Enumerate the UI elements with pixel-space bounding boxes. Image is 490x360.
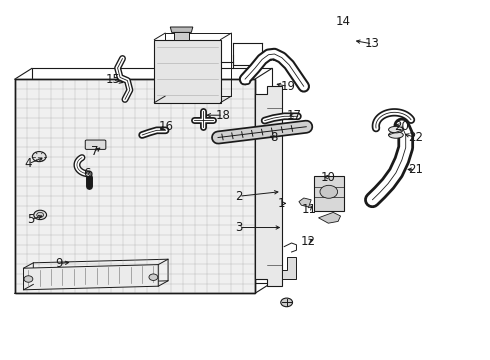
Polygon shape <box>24 265 158 290</box>
Text: 5: 5 <box>26 213 34 226</box>
Text: 20: 20 <box>394 120 409 132</box>
Ellipse shape <box>389 132 403 138</box>
Text: 14: 14 <box>336 15 350 28</box>
Ellipse shape <box>389 126 403 133</box>
Circle shape <box>32 152 46 162</box>
Polygon shape <box>314 176 344 211</box>
Text: 17: 17 <box>287 109 301 122</box>
Text: 12: 12 <box>300 235 315 248</box>
Text: 3: 3 <box>235 221 243 234</box>
Text: 2: 2 <box>235 190 243 203</box>
Polygon shape <box>15 79 255 293</box>
Circle shape <box>24 276 33 282</box>
Circle shape <box>320 185 338 198</box>
Text: 19: 19 <box>281 80 295 93</box>
Text: 22: 22 <box>408 131 423 144</box>
Text: 11: 11 <box>301 203 316 216</box>
Text: 7: 7 <box>91 145 98 158</box>
Polygon shape <box>174 32 189 40</box>
Text: 9: 9 <box>55 257 63 270</box>
Circle shape <box>34 210 47 220</box>
Text: 13: 13 <box>365 37 380 50</box>
Polygon shape <box>255 86 282 286</box>
Text: 10: 10 <box>321 171 336 184</box>
Text: 21: 21 <box>408 163 423 176</box>
Text: 8: 8 <box>270 131 278 144</box>
Text: 15: 15 <box>105 73 120 86</box>
Text: 1: 1 <box>278 197 286 210</box>
FancyBboxPatch shape <box>85 140 106 149</box>
Polygon shape <box>318 212 341 223</box>
Text: 18: 18 <box>216 109 230 122</box>
Circle shape <box>281 298 293 307</box>
Polygon shape <box>282 257 296 279</box>
Polygon shape <box>299 198 311 207</box>
Polygon shape <box>171 27 193 32</box>
Polygon shape <box>154 40 220 103</box>
Circle shape <box>37 212 44 217</box>
Text: 4: 4 <box>24 157 32 170</box>
Text: 16: 16 <box>159 120 174 133</box>
Circle shape <box>149 274 158 280</box>
Text: 6: 6 <box>83 167 91 180</box>
